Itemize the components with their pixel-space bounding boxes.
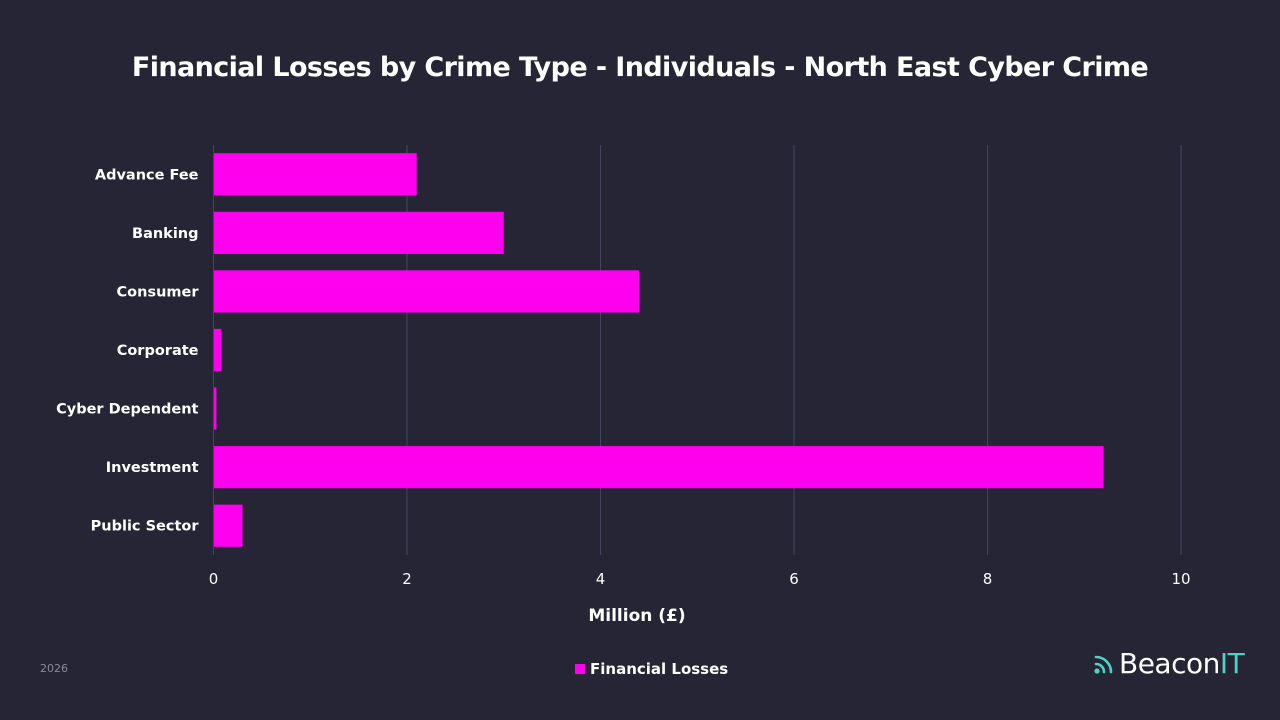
- x-tick-label: 2: [402, 570, 412, 588]
- x-tick-label: 0: [209, 570, 219, 588]
- x-tick-label: 10: [1171, 570, 1190, 588]
- bar-investment: [213, 446, 1104, 489]
- wifi-signal-icon: [1094, 655, 1113, 674]
- x-tick-label: 4: [596, 570, 606, 588]
- x-axis-title: Million (£): [588, 606, 686, 626]
- bar-banking: [213, 211, 504, 254]
- bar-consumer: [213, 270, 640, 313]
- y-category-label: Advance Fee: [95, 167, 199, 183]
- y-category-label: Investment: [106, 460, 199, 476]
- x-tick-label: 8: [983, 570, 993, 588]
- y-category-label: Consumer: [117, 284, 200, 300]
- bar-public-sector: [213, 504, 243, 547]
- bar-corporate: [213, 328, 222, 372]
- chart-title: Financial Losses by Crime Type - Individ…: [131, 52, 1149, 83]
- footer-year: 2026: [40, 662, 68, 675]
- y-category-label: Public Sector: [91, 519, 200, 535]
- legend-label: Financial Losses: [590, 660, 729, 678]
- y-category-label: Corporate: [117, 343, 199, 359]
- brand-name: BeaconIT: [1119, 647, 1245, 680]
- bar-advance-fee: [213, 153, 417, 196]
- bar-cyber-dependent: [213, 387, 217, 430]
- x-tick-label: 6: [789, 570, 799, 588]
- y-category-label: Banking: [132, 226, 198, 242]
- y-category-label: Cyber Dependent: [56, 402, 198, 418]
- legend-swatch: [575, 664, 585, 674]
- brand-logo: BeaconIT: [1093, 647, 1245, 680]
- legend: Financial Losses: [575, 660, 728, 678]
